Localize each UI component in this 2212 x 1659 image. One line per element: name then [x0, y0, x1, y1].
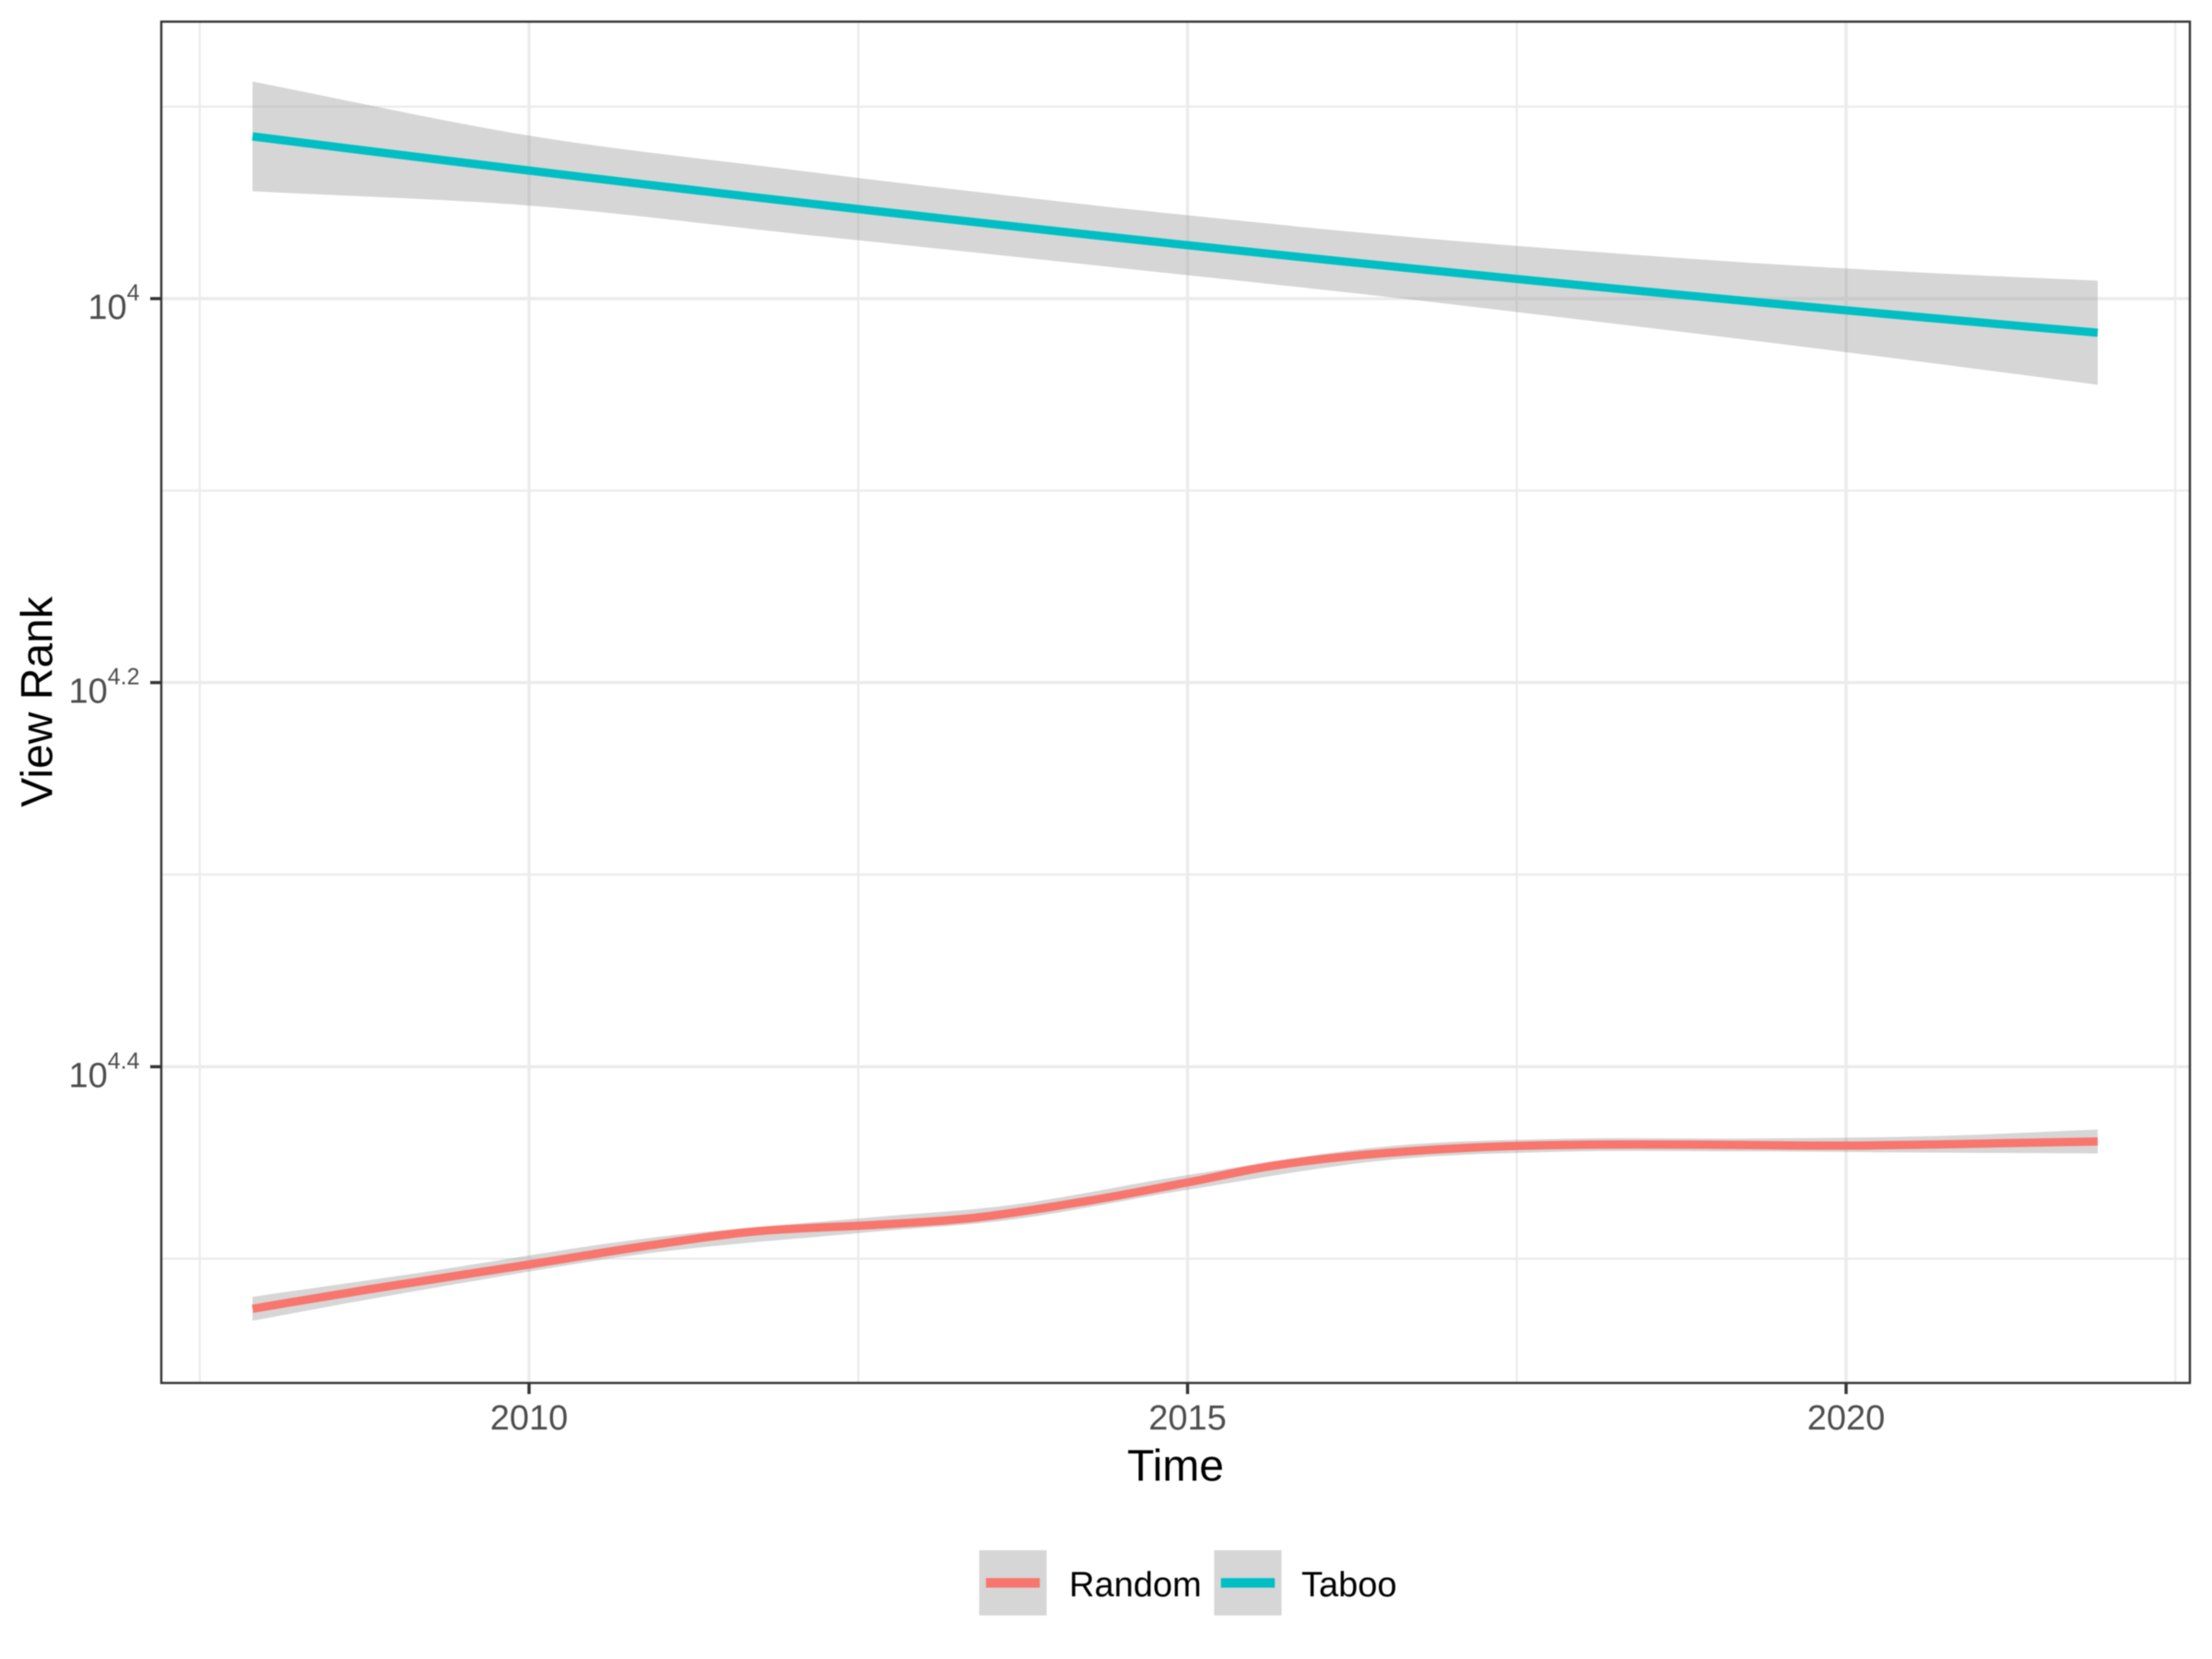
svg-text:Taboo: Taboo — [1301, 1566, 1397, 1605]
svg-text:2015: 2015 — [1148, 1399, 1227, 1438]
svg-text:2010: 2010 — [490, 1399, 569, 1438]
svg-text:Time: Time — [1127, 1442, 1224, 1491]
svg-text:Random: Random — [1069, 1566, 1202, 1605]
svg-text:104.2: 104.2 — [68, 665, 139, 712]
svg-text:View Rank: View Rank — [14, 595, 63, 807]
svg-text:104: 104 — [88, 280, 139, 327]
svg-text:104.4: 104.4 — [68, 1048, 139, 1095]
svg-text:2020: 2020 — [1807, 1399, 1886, 1438]
